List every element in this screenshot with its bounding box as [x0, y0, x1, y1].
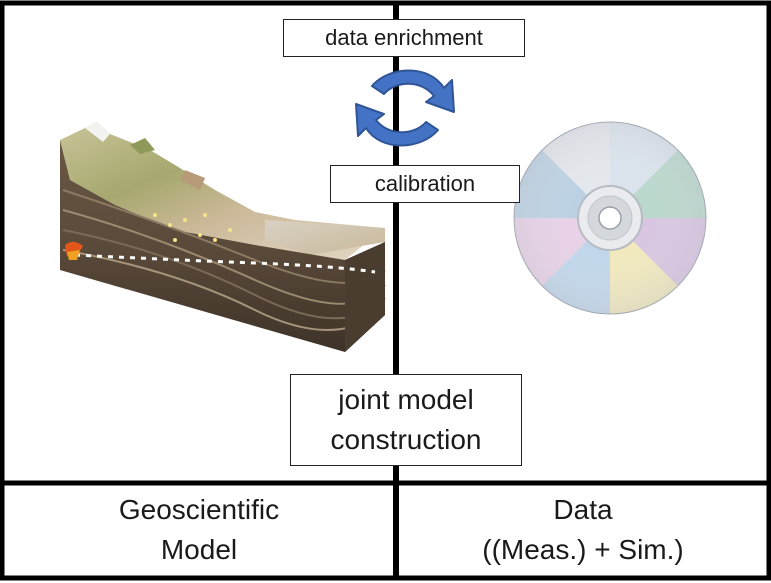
compact-disc-image — [513, 121, 707, 315]
data-caption: Data ((Meas.) + Sim.) — [400, 490, 766, 570]
data-enrichment-label: data enrichment — [283, 19, 525, 57]
geological-block-image — [60, 122, 386, 352]
joint-model-line: joint model — [338, 384, 474, 415]
data-line: Data — [553, 494, 613, 525]
construction-line: construction — [330, 424, 482, 455]
geoscientific-model-caption: Geoscientific Model — [5, 490, 393, 570]
meas-sim-line: ((Meas.) + Sim.) — [482, 534, 684, 565]
joint-model-construction-label: joint model construction — [290, 374, 522, 466]
geoscientific-line: Geoscientific — [118, 494, 280, 525]
model-line: Model — [160, 534, 238, 565]
cycle-arrows-icon — [355, 69, 455, 147]
calibration-label: calibration — [330, 165, 520, 203]
